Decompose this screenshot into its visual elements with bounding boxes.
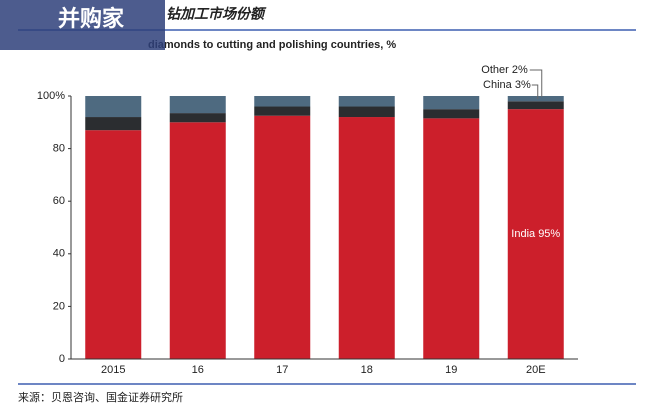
x-tick-label: 18 [361, 364, 373, 376]
y-tick-label: 60 [53, 195, 65, 207]
bar-segment [254, 115, 311, 359]
leader-line [529, 69, 543, 97]
bar-segment [85, 117, 142, 131]
leader-line [531, 84, 539, 99]
watermark: 并购家 [58, 6, 125, 31]
bar-segment [507, 101, 564, 110]
bar-segment [423, 96, 480, 110]
annotation: India 95% [511, 228, 560, 240]
bar-segment [423, 109, 480, 119]
x-tick-label: 16 [192, 364, 204, 376]
bar-segment [169, 122, 226, 359]
bar-segment [507, 96, 564, 102]
bar-segment [169, 113, 226, 123]
bar-segment [338, 106, 395, 118]
source: 来源：贝恩咨询、国金证券研究所 [18, 390, 183, 404]
y-tick-label: 80 [53, 143, 65, 155]
bar-segment [169, 96, 226, 114]
x-tick-label: 19 [445, 364, 457, 376]
x-tick-label: 2015 [101, 364, 125, 376]
bar-segment [338, 117, 395, 359]
y-tick-label: 40 [53, 248, 65, 260]
chart-title: diamonds to cutting and polishing countr… [148, 39, 396, 51]
y-tick-label: 20 [53, 300, 65, 312]
x-tick-label: 20E [526, 364, 546, 376]
bar-segment [254, 96, 311, 107]
y-tick-label: 100% [37, 90, 65, 102]
bar-segment [507, 109, 564, 360]
bar-segment [338, 96, 395, 107]
bar-segment [85, 96, 142, 118]
bar-segment [254, 106, 311, 116]
bar-segment [423, 118, 480, 359]
y-tick-label: 0 [59, 353, 65, 365]
header-title: 钻加工市场份额 [166, 6, 267, 22]
annotation: China 3% [483, 79, 531, 91]
annotation: Other 2% [481, 64, 528, 76]
x-tick-label: 17 [276, 364, 288, 376]
bar-segment [85, 130, 142, 359]
watermark-box [0, 0, 165, 50]
